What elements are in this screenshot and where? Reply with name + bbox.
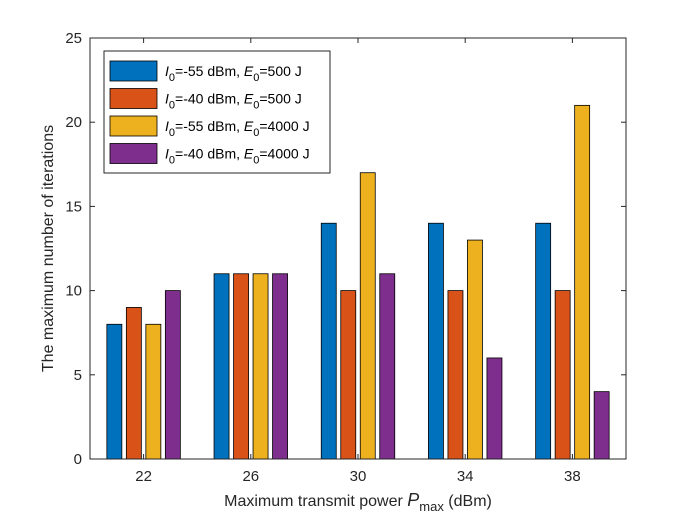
legend-label-part: =-55 dBm, [175,118,244,134]
bar-series-2-30 [340,290,357,460]
legend-swatch-3 [109,115,158,137]
bars-layer [106,104,610,460]
legend-label-part: 0 [169,100,175,112]
bar-series-4-22 [164,290,181,460]
legend-swatch-4 [109,143,158,164]
legend: I0=-55 dBm, E0=500 JI0=-40 dBm, E0=500 J… [103,50,331,174]
bar-series-1-30 [320,222,337,460]
x-tick-label: 30 [350,468,367,485]
x-axis-label-variable: P [407,490,419,510]
legend-label-part: 0 [253,72,259,84]
legend-label-3: I0=-55 dBm, E0=4000 J [165,118,310,139]
legend-label-part: 0 [169,127,175,139]
legend-label-1: I0=-55 dBm, E0=500 J [165,63,302,84]
legend-label-part: E [244,146,254,162]
legend-label-part: E [244,118,254,134]
legend-swatch-1 [109,60,158,82]
bar-series-2-26 [233,273,249,460]
bar-series-1-22 [106,323,123,460]
y-tick-label: 15 [65,198,82,215]
legend-label-part: 0 [253,127,259,139]
x-tick-label: 22 [135,468,152,485]
legend-swatch-2 [109,88,158,109]
bar-series-3-22 [145,323,162,460]
legend-label-part: E [244,91,254,107]
y-tick-label: 25 [65,30,82,47]
y-tick-label: 5 [74,367,82,384]
legend-label-part: I [165,118,169,134]
bar-series-4-38 [593,391,610,460]
legend-label-part: I [165,146,169,162]
bar-series-2-38 [554,290,571,460]
x-axis-label-subscript: max [419,499,444,514]
bar-series-1-34 [428,222,444,460]
legend-items: I0=-55 dBm, E0=500 JI0=-40 dBm, E0=500 J… [109,60,310,167]
legend-label-part: 0 [253,155,259,167]
legend-label-part: =4000 J [259,146,309,162]
x-tick-label: 26 [242,468,259,485]
legend-label-part: =-40 dBm, [175,91,244,107]
bar-series-3-34 [467,239,483,460]
bar-series-1-38 [535,222,552,460]
legend-label-part: =500 J [259,91,301,107]
bar-series-1-26 [213,273,230,460]
legend-label-part: =4000 J [259,118,309,134]
legend-label-2: I0=-40 dBm, E0=500 J [165,91,302,112]
ticks-layer: 0 5 10 15 20 25 22 26 30 34 38 [65,30,626,485]
bar-series-4-34 [486,357,503,460]
legend-label-part: =-55 dBm, [175,63,244,79]
bar-series-3-26 [252,273,269,460]
legend-label-part: I [165,63,169,79]
x-tick-label: 34 [457,468,474,485]
x-axis-label-suffix: (dBm) [444,493,492,510]
y-tick-label: 10 [65,283,82,300]
x-tick-label: 38 [564,468,581,485]
legend-label-4: I0=-40 dBm, E0=4000 J [165,146,310,167]
legend-label-part: 0 [253,100,259,112]
x-axis-label: Maximum transmit power Pmax (dBm) [224,490,492,514]
y-axis-label: The maximum number of iterations [40,125,57,372]
bar-series-2-22 [125,307,142,460]
bar-series-3-30 [359,172,376,460]
bar-series-3-38 [574,104,591,460]
y-tick-label: 0 [74,451,82,468]
x-axis-label-prefix: Maximum transmit power [224,493,407,510]
y-tick-label: 20 [65,114,82,131]
bar-series-4-30 [379,273,396,460]
legend-label-part: E [244,63,254,79]
legend-label-part: 0 [169,72,175,84]
legend-label-part: I [165,91,169,107]
legend-label-part: =500 J [259,63,301,79]
legend-label-part: 0 [169,155,175,167]
legend-label-part: =-40 dBm, [175,146,244,162]
bar-series-2-34 [447,290,464,460]
bar-series-4-26 [272,273,288,460]
